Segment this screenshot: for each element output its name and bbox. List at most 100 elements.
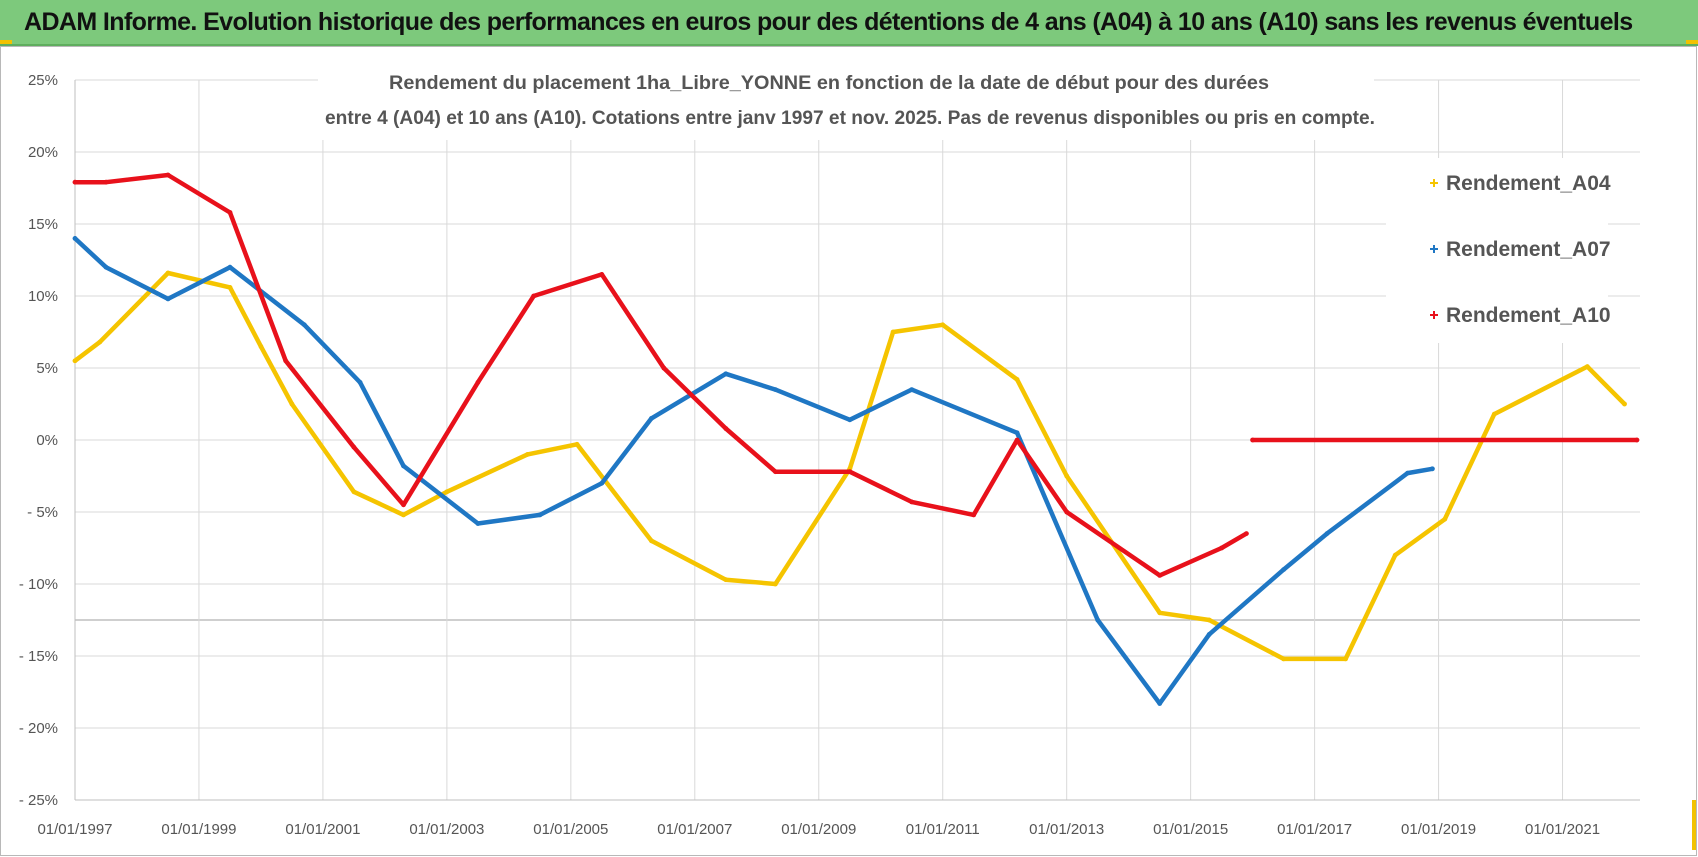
x-tick-label: 01/01/2011 [906,821,980,838]
data-point [165,296,171,302]
data-point [1430,466,1435,472]
data-point [1095,617,1101,623]
y-tick-label: 10% [28,288,58,305]
data-point [1064,509,1070,515]
data-point [574,441,580,447]
legend-label: Rendement_A04 [1446,172,1611,195]
x-tick-label: 01/01/2015 [1153,821,1228,838]
chart-title-line-1: Rendement du placement 1ha_Libre_YONNE e… [389,73,1269,94]
y-tick-label: - 20% [19,720,58,737]
data-point [103,179,109,185]
data-point [1622,401,1627,407]
data-point [1014,430,1020,436]
data-point [103,264,109,270]
x-tick-label: 01/01/1999 [161,821,236,838]
data-point [401,463,406,469]
data-point [773,387,778,392]
title-background [318,62,1374,140]
data-point [227,285,233,290]
chart-title-line-2: entre 4 (A04) et 10 ans (A10). Cotations… [325,108,1375,129]
data-point [1250,437,1255,443]
data-point [1324,531,1330,536]
data-point [649,416,654,421]
y-tick-label: 15% [28,216,58,233]
x-tick-label: 01/01/2021 [1525,821,1600,838]
data-point [1219,545,1224,551]
x-axis-ticks: 01/01/1997 01/01/1999 01/01/2001 01/01/2003… [37,821,1600,838]
data-point [1206,617,1212,623]
data-point [1405,470,1410,476]
data-point [444,489,450,495]
data-point [723,577,729,583]
data-point [773,469,778,475]
series-line-rendement-a04 [72,270,1627,662]
data-point [1281,567,1286,572]
legend-background [1386,158,1608,343]
x-tick-label: 01/01/2019 [1401,821,1476,838]
data-point [847,469,853,475]
y-tick-label: 20% [28,144,58,161]
data-point [1392,552,1398,558]
y-tick-label: - 15% [19,648,58,665]
data-point [227,210,233,215]
corner-marker-top-right [1686,40,1698,44]
x-tick-label: 01/01/2001 [285,821,360,838]
data-point [401,502,406,508]
series-lines [72,172,1640,706]
data-point [165,270,171,276]
data-point [72,236,78,241]
data-point [227,264,233,270]
series-line-rendement-a07 [72,236,1435,706]
data-point [1157,573,1163,578]
data-point [357,380,363,385]
data-point [1157,701,1163,706]
x-tick-label: 01/01/2017 [1277,821,1352,838]
data-point [289,401,295,407]
title-banner: ADAM Informe. Evolution historique des p… [0,0,1698,46]
data-point [1014,377,1020,382]
y-tick-label: - 25% [19,792,58,809]
legend: Rendement_A04 Rendement_A07 Rendement_A10 [1430,172,1611,327]
y-tick-label: 25% [28,72,58,89]
data-point [283,358,289,364]
data-point [1206,632,1212,637]
data-point [1014,437,1020,443]
y-tick-label: 5% [36,360,58,377]
data-point [1064,473,1070,479]
x-tick-label: 01/01/2003 [409,821,484,838]
data-point [1442,516,1448,522]
legend-label: Rendement_A10 [1446,304,1611,327]
data-point [1157,610,1163,616]
data-point [599,480,605,486]
data-point [1343,656,1348,662]
data-point [723,371,729,377]
data-point [971,512,977,518]
data-point [72,179,78,185]
data-point [909,499,915,505]
data-point [401,512,406,518]
data-point [537,512,543,518]
data-point [475,380,481,385]
data-point [165,172,171,178]
data-point [1584,364,1590,369]
data-point [1634,437,1640,443]
data-point [599,272,605,277]
data-point [475,521,481,526]
data-point [72,358,78,364]
data-point [723,426,729,431]
x-tick-label: 01/01/2013 [1029,821,1104,838]
data-point [940,322,946,328]
y-tick-label: - 5% [27,504,58,521]
data-point [258,344,264,349]
data-point [649,538,654,544]
legend-label: Rendement_A07 [1446,238,1611,261]
corner-marker-right [1692,800,1696,850]
data-point [661,365,667,371]
x-tick-label: 01/01/2007 [657,821,732,838]
chart-frame [0,46,1697,856]
x-tick-label: 01/01/2005 [533,821,608,838]
data-point [525,452,530,457]
data-point [773,581,778,587]
y-axis-ticks: 25% 20% 15% 10% 5% 0% - 5% - 10% - 15% - 20% - 25% [19,72,58,809]
